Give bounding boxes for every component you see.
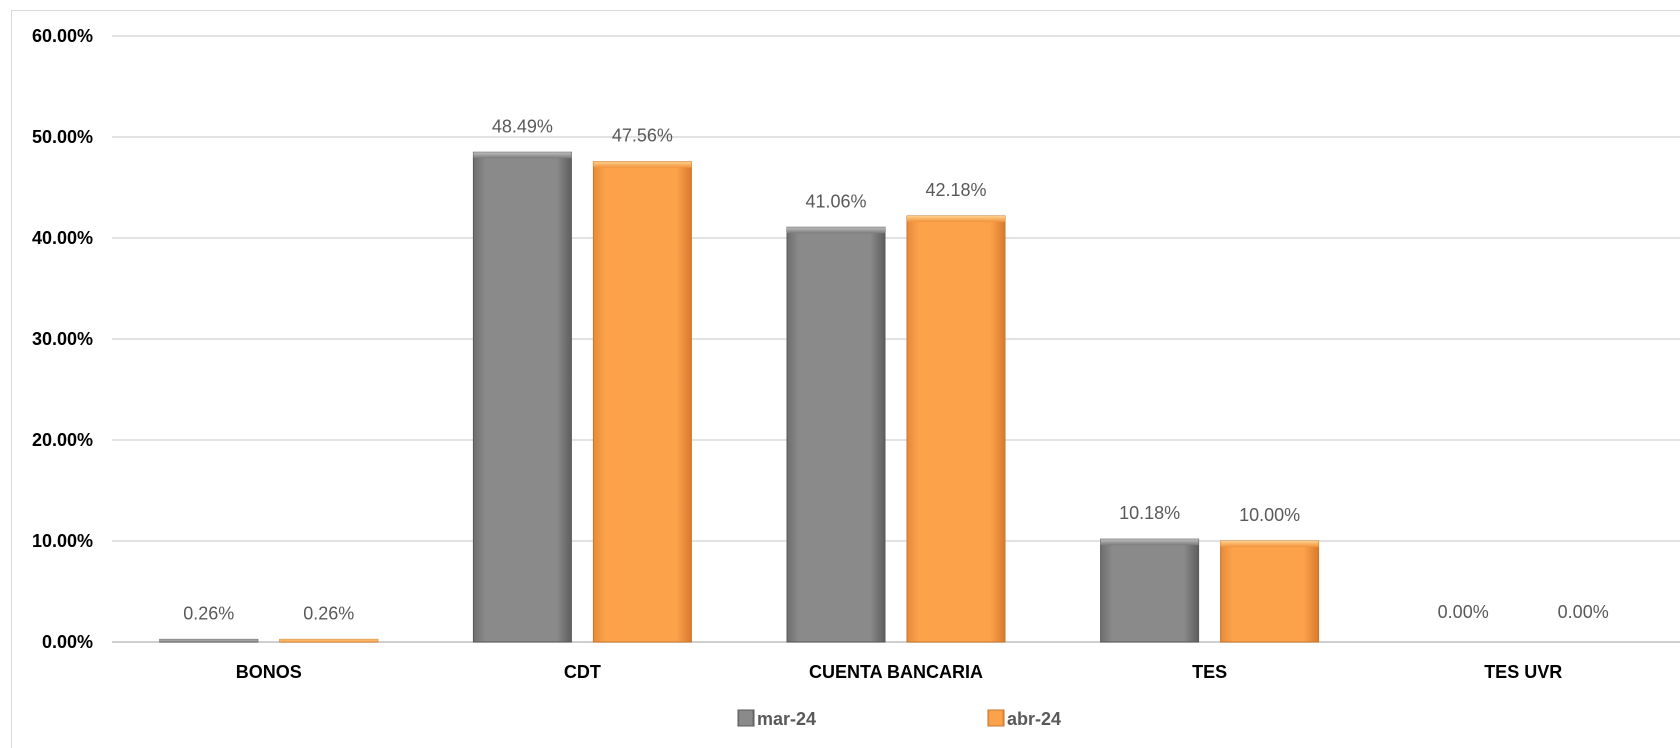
data-label: 47.56% (612, 126, 673, 146)
x-tick-label: CDT (564, 662, 601, 682)
legend-label: abr-24 (1007, 709, 1061, 729)
data-label: 42.18% (925, 180, 986, 200)
x-tick-label: TES (1192, 662, 1227, 682)
x-tick-label: BONOS (236, 662, 302, 682)
y-tick-label: 0.00% (42, 632, 93, 652)
bar-mar-24-cdt (472, 151, 572, 643)
data-label: 0.26% (183, 603, 234, 623)
bar-cap (907, 215, 1005, 222)
bars (159, 151, 1320, 643)
x-tick-label: TES UVR (1484, 662, 1562, 682)
bar-cap (279, 639, 378, 642)
x-axis: BONOS CDT CUENTA BANCARIA TES TES UVR (236, 662, 1562, 682)
data-label: 41.06% (805, 191, 866, 211)
y-tick-label: 10.00% (32, 531, 93, 551)
y-tick-label: 30.00% (32, 329, 93, 349)
y-axis: 0.00% 10.00% 20.00% 30.00% 40.00% 50.00% 60.00… (32, 26, 93, 652)
y-tick-label: 40.00% (32, 228, 93, 248)
y-tick-label: 50.00% (32, 127, 93, 147)
legend-swatch (987, 709, 1005, 727)
data-label: 0.00% (1558, 602, 1609, 622)
legend: mar-24 abr-24 (737, 709, 1061, 729)
bar-abr-24-tes (1220, 540, 1320, 643)
gridlines (112, 35, 1680, 643)
bar-mar-24-tes (1100, 538, 1200, 643)
legend-label: mar-24 (757, 709, 816, 729)
bar-abr-24-cdt (592, 161, 692, 643)
y-tick-label: 60.00% (32, 26, 93, 46)
legend-swatch (737, 709, 755, 727)
bar-cap (159, 639, 258, 642)
chart-frame (11, 10, 1680, 748)
bar-cap (787, 227, 885, 234)
data-label: 48.49% (492, 116, 553, 136)
bar-abr-24-cuenta-bancaria (906, 215, 1006, 643)
x-tick-label: CUENTA BANCARIA (809, 662, 983, 682)
data-label: 0.00% (1438, 602, 1489, 622)
bar-cap (593, 161, 692, 168)
data-labels: 0.26% 0.26% 48.49% 47.56% 41.06% 42.18% 10.18%… (183, 116, 1608, 623)
bar-mar-24-cuenta-bancaria (786, 226, 886, 643)
bar-cap (1100, 539, 1199, 546)
data-label: 10.00% (1239, 505, 1300, 525)
data-label: 0.26% (303, 603, 354, 623)
y-tick-label: 20.00% (32, 430, 93, 450)
bar-cap (1220, 541, 1319, 547)
bar-cap (473, 152, 572, 159)
data-label: 10.18% (1119, 503, 1180, 523)
